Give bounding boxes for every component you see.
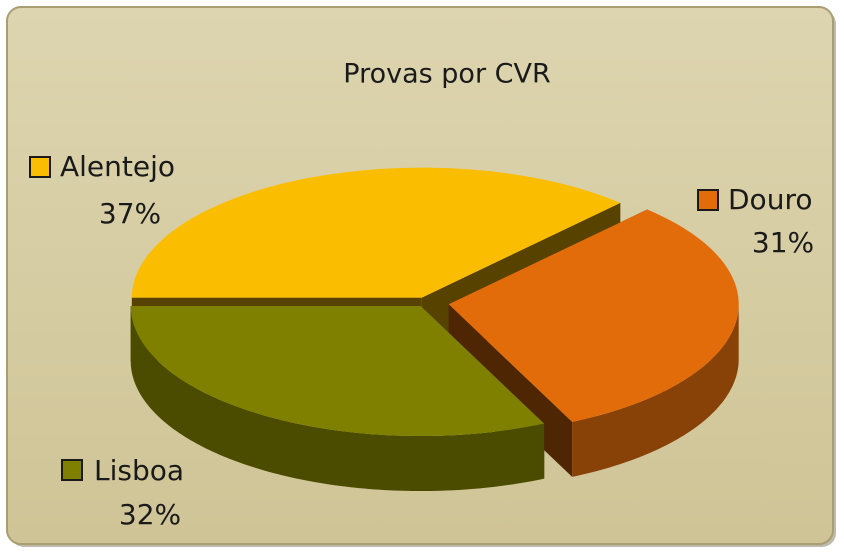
legend-swatch xyxy=(29,156,51,178)
chart-title: Provas por CVR xyxy=(343,59,550,90)
labels: Alentejo 37% Douro 31% Lisboa 32% xyxy=(29,150,814,531)
legend-swatch xyxy=(697,189,719,211)
pie xyxy=(130,167,739,492)
slice-side xyxy=(130,306,545,492)
slice xyxy=(130,306,545,437)
category-label: Douro xyxy=(728,183,812,216)
slice-side xyxy=(572,305,739,477)
category-label: Alentejo xyxy=(60,150,175,183)
legend-swatch xyxy=(61,459,83,481)
slice xyxy=(448,209,739,422)
value-label: 32% xyxy=(119,498,181,531)
value-label: 37% xyxy=(99,197,161,230)
category-label: Lisboa xyxy=(94,454,184,487)
value-label: 31% xyxy=(752,226,814,259)
slice xyxy=(131,167,621,298)
